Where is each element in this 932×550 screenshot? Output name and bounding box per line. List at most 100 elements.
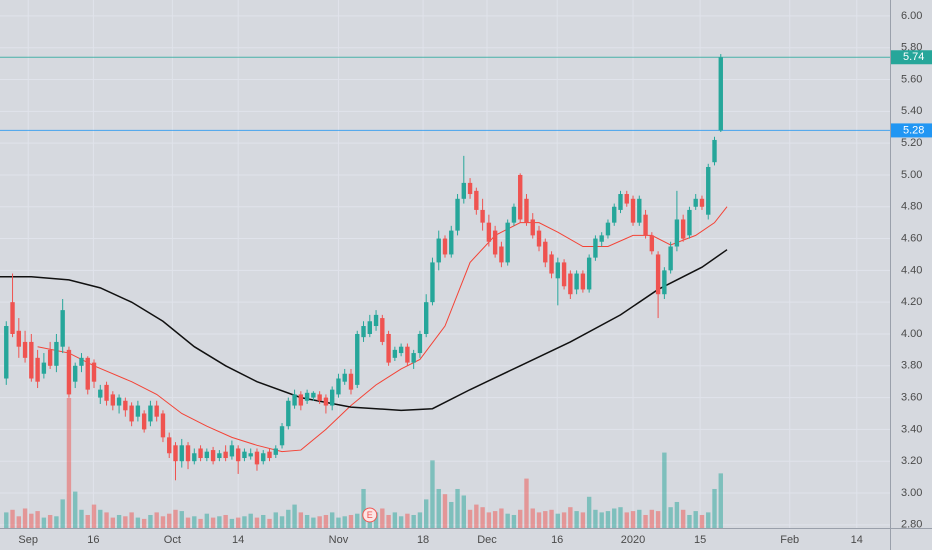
volume-bar	[148, 514, 153, 528]
volume-bar	[568, 507, 573, 528]
candle-body	[718, 57, 723, 131]
candle-body	[129, 405, 134, 422]
volume-bar	[273, 512, 278, 528]
candle-body	[430, 262, 435, 303]
candle-body	[687, 209, 692, 236]
candle-body	[361, 326, 366, 338]
y-tick-label: 4.00	[901, 328, 922, 340]
candle-body	[85, 357, 90, 390]
candle-body	[135, 405, 141, 417]
candle-body	[373, 314, 379, 327]
candle-body	[267, 451, 272, 459]
event-label: E	[367, 510, 373, 520]
candle-body	[486, 222, 492, 242]
volume-bar	[549, 509, 554, 528]
candle-body	[210, 450, 216, 462]
candle-body	[292, 394, 297, 406]
candle-body	[568, 273, 573, 295]
candle-body	[612, 206, 617, 223]
volume-bar	[706, 512, 711, 528]
volume-bar	[323, 514, 329, 528]
price-label-box	[891, 50, 932, 65]
y-tick-label: 6.00	[901, 10, 922, 22]
candle-body	[104, 384, 109, 401]
candle-body	[217, 453, 222, 459]
candle-body	[185, 445, 191, 462]
candle-body	[141, 413, 147, 430]
price-label: 5.74	[903, 51, 924, 63]
volume-bar	[612, 508, 617, 528]
volume-bar	[329, 512, 335, 528]
volume-bar	[524, 478, 529, 528]
candle-body	[380, 318, 385, 342]
volume-bar	[499, 508, 504, 528]
volume-bar	[718, 473, 723, 528]
x-tick-label: 15	[694, 534, 706, 546]
x-tick-label: Oct	[164, 534, 181, 546]
candle-body	[355, 333, 360, 385]
volume-bar	[135, 517, 141, 528]
volume-bar	[41, 517, 47, 528]
volume-bar	[455, 488, 460, 528]
volume-bar	[518, 509, 523, 528]
candle-body	[348, 373, 354, 390]
volume-bar	[110, 517, 116, 528]
volume-bar	[386, 514, 391, 528]
volume-bar	[674, 501, 680, 528]
volume-bar	[693, 511, 698, 528]
volume-bar	[655, 511, 661, 528]
candle-body	[405, 346, 410, 363]
candle-body	[47, 349, 53, 366]
volume-bar	[712, 488, 717, 528]
volume-bar	[605, 511, 611, 528]
candle-body	[29, 341, 34, 379]
y-tick-label: 3.20	[901, 455, 922, 467]
volume-bar	[179, 511, 184, 528]
candle-body	[286, 400, 291, 427]
volume-bar	[398, 516, 404, 528]
volume-bar	[304, 514, 310, 528]
volume-bar	[173, 509, 178, 528]
candle-body	[518, 174, 523, 220]
candle-body	[298, 394, 304, 406]
candle-body	[474, 190, 479, 210]
price-label-box	[891, 123, 932, 138]
volume-bar	[380, 508, 385, 528]
volume-bar	[361, 488, 366, 528]
candle-body	[586, 257, 592, 290]
candle-body	[467, 182, 473, 195]
candle-body	[173, 445, 178, 462]
volume-bar	[185, 517, 191, 528]
volume-bar	[511, 514, 517, 528]
volume-bar	[405, 513, 410, 528]
y-tick-label: 4.60	[901, 232, 922, 244]
volume-bar	[680, 509, 686, 528]
volume-bar	[536, 512, 542, 528]
volume-bar	[85, 514, 90, 528]
volume-bar	[424, 499, 429, 528]
candle-body	[693, 198, 698, 207]
candle-body	[367, 321, 372, 334]
volume-bar	[4, 512, 9, 528]
volume-bar	[643, 514, 648, 528]
candle-body	[223, 451, 228, 459]
volume-bar	[98, 509, 103, 528]
candle-body	[668, 246, 673, 271]
volume-bar	[66, 397, 72, 528]
candle-body	[35, 357, 40, 382]
x-tick-label: 2020	[621, 534, 645, 546]
candles	[4, 54, 723, 481]
volume-bar	[417, 512, 423, 528]
volume-bar	[292, 504, 297, 528]
volume-bar	[91, 504, 97, 528]
candle-body	[261, 453, 266, 462]
volume-bar	[348, 514, 354, 528]
volume-bar	[192, 516, 197, 528]
candle-body	[511, 206, 517, 223]
candle-body	[22, 341, 28, 358]
volume-bar	[436, 488, 441, 528]
volume-bar	[235, 517, 241, 528]
volume-bar	[317, 516, 322, 528]
y-tick-label: 4.20	[901, 296, 922, 308]
